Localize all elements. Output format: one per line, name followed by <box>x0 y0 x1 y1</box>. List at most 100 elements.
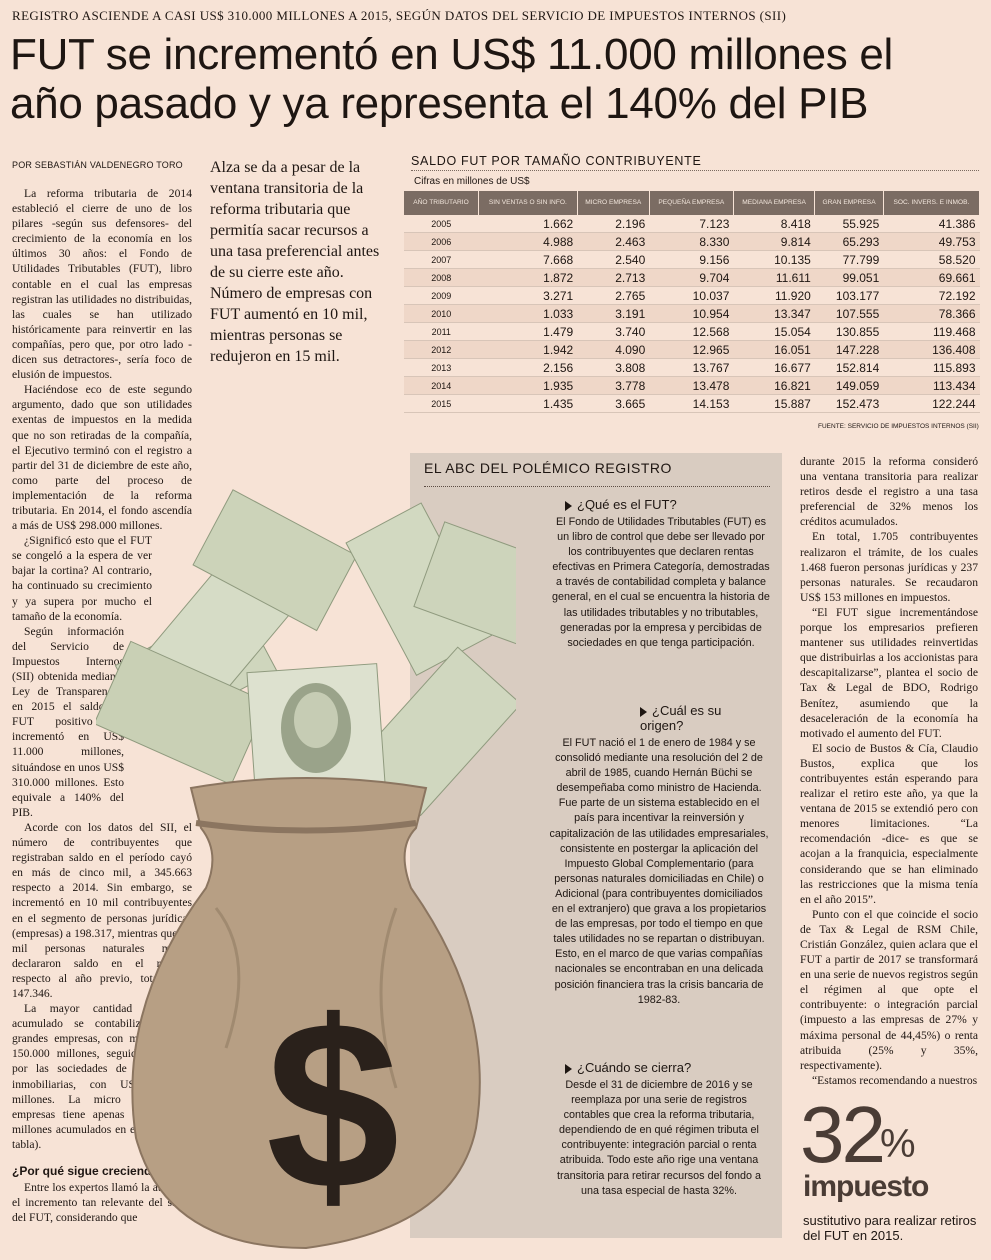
table-row: 2011 1.479 3.740 12.568 15.054 130.855 119.468 <box>404 322 980 341</box>
year-cell: 2014 <box>404 376 479 395</box>
column-header: SIN VENTAS O SIN INFO. <box>478 191 578 215</box>
question-2: ¿Cuál es su origen? <box>640 703 740 733</box>
column-header: MEDIANA EMPRESA <box>733 191 816 215</box>
money-bag-illustration: $ <box>96 489 516 1250</box>
value-cell: 16.821 <box>733 376 815 395</box>
year-cell: 2009 <box>404 286 479 305</box>
column-header: AÑO TRIBUTARIO <box>404 191 479 215</box>
table-row: 2007 7.668 2.540 9.156 10.135 77.799 58.520 <box>404 250 980 269</box>
value-cell: 41.386 <box>883 215 980 233</box>
value-cell: 14.153 <box>649 394 734 413</box>
year-cell: 2006 <box>404 232 479 251</box>
value-cell: 69.661 <box>883 268 980 287</box>
table-row: 2013 2.156 3.808 13.767 16.677 152.814 115.893 <box>404 358 980 377</box>
column-header: SOC. INVERS. E INMOB. <box>883 191 981 215</box>
value-cell: 122.244 <box>883 394 980 413</box>
value-cell: 12.965 <box>649 340 734 359</box>
table-row: 2005 1.662 2.196 7.123 8.418 55.925 41.386 <box>404 215 980 233</box>
value-cell: 8.418 <box>733 215 815 233</box>
question-label: ¿Cuándo se cierra? <box>577 1060 692 1075</box>
stat-percent: % <box>880 1122 916 1166</box>
abc-title: EL ABC DEL POLÉMICO REGISTRO <box>424 460 672 476</box>
value-cell: 7.123 <box>649 215 734 233</box>
value-cell: 115.893 <box>883 358 980 377</box>
table-row: 2014 1.935 3.778 13.478 16.821 149.059 113.434 <box>404 376 980 395</box>
divider <box>424 486 770 487</box>
year-cell: 2007 <box>404 250 479 269</box>
year-cell: 2013 <box>404 358 479 377</box>
value-cell: 2.463 <box>577 232 650 251</box>
value-cell: 7.668 <box>478 250 578 269</box>
value-cell: 3.665 <box>577 394 650 413</box>
arrow-icon <box>640 706 647 717</box>
value-cell: 11.920 <box>733 286 815 305</box>
value-cell: 55.925 <box>814 215 884 233</box>
paragraph: En total, 1.705 contribuyentes realizaro… <box>800 530 978 604</box>
value-cell: 1.872 <box>478 268 578 287</box>
year-cell: 2011 <box>404 322 479 341</box>
value-cell: 3.808 <box>577 358 650 377</box>
dollar-bill-icon <box>96 489 516 817</box>
value-cell: 15.887 <box>733 394 815 413</box>
value-cell: 1.033 <box>478 304 578 323</box>
paragraph: Punto con el que coincide el socio de Ta… <box>800 907 978 1072</box>
table-row: 2008 1.872 2.713 9.704 11.611 99.051 69.661 <box>404 268 980 287</box>
paragraph: “Estamos recomendando a nuestros <box>812 1073 978 1087</box>
value-cell: 113.434 <box>883 376 980 395</box>
paragraph: “El FUT sigue incrementándose porque los… <box>800 605 978 740</box>
value-cell: 152.473 <box>814 394 884 413</box>
value-cell: 119.468 <box>883 322 980 341</box>
answer-2: El FUT nació el 1 de enero de 1984 y se … <box>549 737 769 1006</box>
table-row: 2006 4.988 2.463 8.330 9.814 65.293 49.753 <box>404 232 980 251</box>
question-3: ¿Cuándo se cierra? <box>565 1060 691 1075</box>
question-label: ¿Qué es el FUT? <box>577 497 677 512</box>
paragraph: Acorde con los datos del SII, el número … <box>12 820 192 1000</box>
value-cell: 2.196 <box>577 215 650 233</box>
value-cell: 1.435 <box>478 394 578 413</box>
value-cell: 147.228 <box>814 340 884 359</box>
stat-label: impuesto <box>803 1170 929 1203</box>
value-cell: 10.954 <box>649 304 734 323</box>
value-cell: 65.293 <box>814 232 884 251</box>
fut-table: AÑO TRIBUTARIO SIN VENTAS O SIN INFO. MI… <box>404 191 981 413</box>
value-cell: 11.611 <box>733 268 815 287</box>
year-cell: 2008 <box>404 268 479 287</box>
kicker: REGISTRO ASCIENDE A CASI US$ 310.000 MIL… <box>12 8 787 23</box>
year-cell: 2012 <box>404 340 479 359</box>
pull-quote: Alza se da a pesar de la ventana transit… <box>210 159 380 365</box>
value-cell: 149.059 <box>814 376 884 395</box>
subhead: ¿Por qué sigue creciendo? <box>12 1164 167 1178</box>
headline-line-1: FUT se incrementó en US$ 11.000 millones… <box>10 30 894 79</box>
value-cell: 107.555 <box>814 304 884 323</box>
value-cell: 13.767 <box>649 358 734 377</box>
value-cell: 1.942 <box>478 340 578 359</box>
value-cell: 3.271 <box>478 286 578 305</box>
value-cell: 4.090 <box>577 340 650 359</box>
value-cell: 2.156 <box>478 358 578 377</box>
value-cell: 12.568 <box>649 322 734 341</box>
answer-3: Desde el 31 de diciembre de 2016 y se re… <box>556 1079 762 1197</box>
year-cell: 2015 <box>404 394 479 413</box>
year-cell: 2010 <box>404 304 479 323</box>
value-cell: 3.191 <box>577 304 650 323</box>
column-header: MICRO EMPRESA <box>577 191 650 215</box>
table-title: SALDO FUT POR TAMAÑO CONTRIBUYENTE <box>411 154 702 168</box>
arrow-icon <box>565 500 572 511</box>
value-cell: 15.054 <box>733 322 815 341</box>
value-cell: 16.051 <box>733 340 815 359</box>
column-header: PEQUEÑA EMPRESA <box>649 191 734 215</box>
paragraph: Según información del Servicio de Impues… <box>12 624 124 819</box>
question-1: ¿Qué es el FUT? <box>565 497 677 512</box>
dollar-sign-icon: $ <box>266 971 399 1239</box>
value-cell: 152.814 <box>814 358 884 377</box>
question-label: ¿Cuál es su origen? <box>640 703 722 733</box>
paragraph: ¿Significó esto que el FUT se congeló a … <box>12 534 152 623</box>
value-cell: 3.778 <box>577 376 650 395</box>
table-row: 2012 1.942 4.090 12.965 16.051 147.228 136.408 <box>404 340 980 359</box>
paragraph: El socio de Bustos & Cía, Claudio Bustos… <box>800 741 978 906</box>
paragraph: durante 2015 la reforma consideró una ve… <box>800 455 978 529</box>
table-source: FUENTE: SERVICIO DE IMPUESTOS INTERNOS (… <box>818 423 979 430</box>
value-cell: 10.037 <box>649 286 734 305</box>
value-cell: 2.713 <box>577 268 650 287</box>
value-cell: 130.855 <box>814 322 884 341</box>
